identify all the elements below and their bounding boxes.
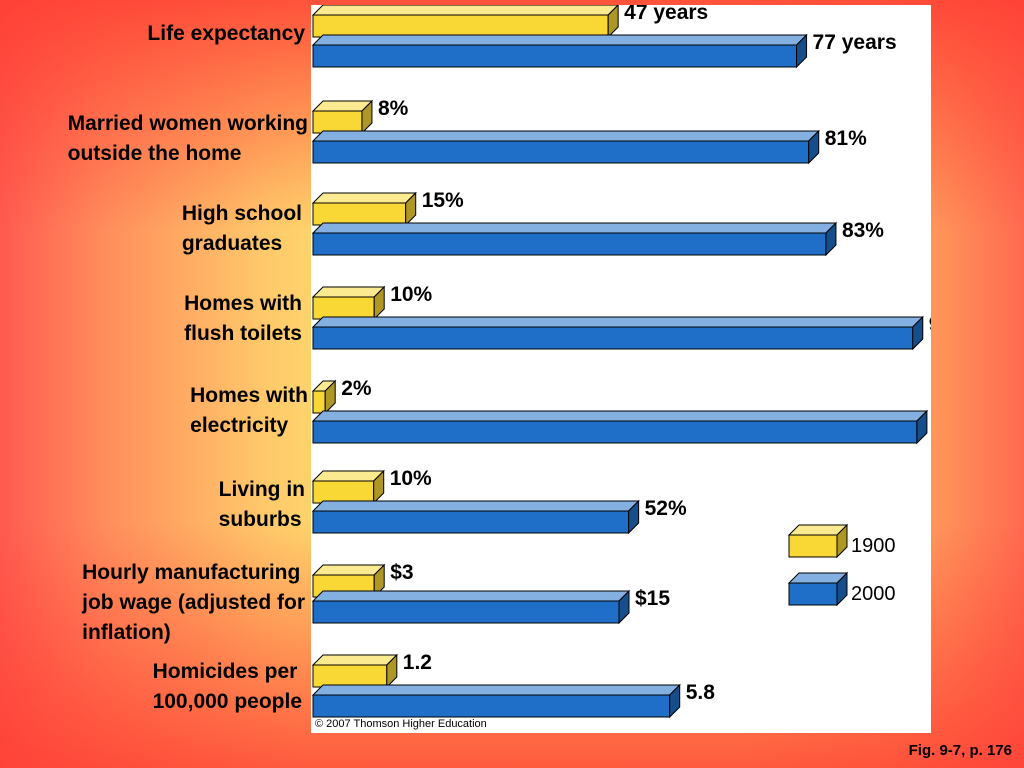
bar-2000-0 <box>311 33 808 69</box>
legend-label-2000: 2000 <box>851 583 896 605</box>
value-label-2000-7: 5.8 <box>686 681 716 704</box>
legend-swatch-1900 <box>787 523 849 559</box>
bar-1900-5 <box>311 469 385 505</box>
bar-2000-4 <box>311 409 929 445</box>
category-label: Life expectancy <box>147 22 305 45</box>
bar-1900-7 <box>311 653 399 689</box>
value-label-1900-7: 1.2 <box>403 651 432 674</box>
category-label: Homes with flush toilets <box>184 292 302 345</box>
bar-1900-2 <box>311 191 417 227</box>
category-label: Living in suburbs <box>218 478 305 531</box>
category-label: Homicides per 100,000 people <box>152 660 302 713</box>
bar-2000-2 <box>311 221 838 257</box>
category-label: High school graduates <box>181 202 302 255</box>
value-label-2000-1: 81% <box>825 127 867 150</box>
bar-2000-3 <box>311 315 924 351</box>
value-label-1900-6: $3 <box>390 561 413 584</box>
bar-2000-5 <box>311 499 640 535</box>
figure-caption: Fig. 9-7, p. 176 <box>908 742 1012 759</box>
bar-1900-0 <box>311 5 619 39</box>
value-label-1900-0: 47 years <box>624 5 708 24</box>
value-label-1900-5: 10% <box>390 467 432 490</box>
legend-swatch-2000 <box>787 571 849 607</box>
value-label-2000-0: 77 years <box>813 31 897 54</box>
value-label-2000-6: $15 <box>635 587 670 610</box>
bar-2000-6 <box>311 589 631 625</box>
value-label-1900-2: 15% <box>422 189 464 212</box>
bar-1900-1 <box>311 99 374 135</box>
bar-1900-4 <box>311 379 337 415</box>
bar-1900-3 <box>311 285 386 321</box>
value-label-2000-5: 52% <box>645 497 687 520</box>
value-label-2000-3: 98% <box>929 313 931 336</box>
value-label-1900-1: 8% <box>378 97 409 120</box>
legend-label-1900: 1900 <box>851 535 896 557</box>
category-label: Hourly manufacturing job wage (adjusted … <box>82 561 305 644</box>
value-label-2000-2: 83% <box>842 219 884 242</box>
bar-2000-1 <box>311 129 820 165</box>
value-label-1900-3: 10% <box>390 283 432 306</box>
value-label-1900-4: 2% <box>341 377 372 400</box>
category-label: Married women working outside the home <box>67 112 308 165</box>
category-label: Homes with electricity <box>190 384 308 437</box>
copyright-notice: © 2007 Thomson Higher Education <box>315 718 487 730</box>
bar-2000-7 <box>311 683 681 719</box>
